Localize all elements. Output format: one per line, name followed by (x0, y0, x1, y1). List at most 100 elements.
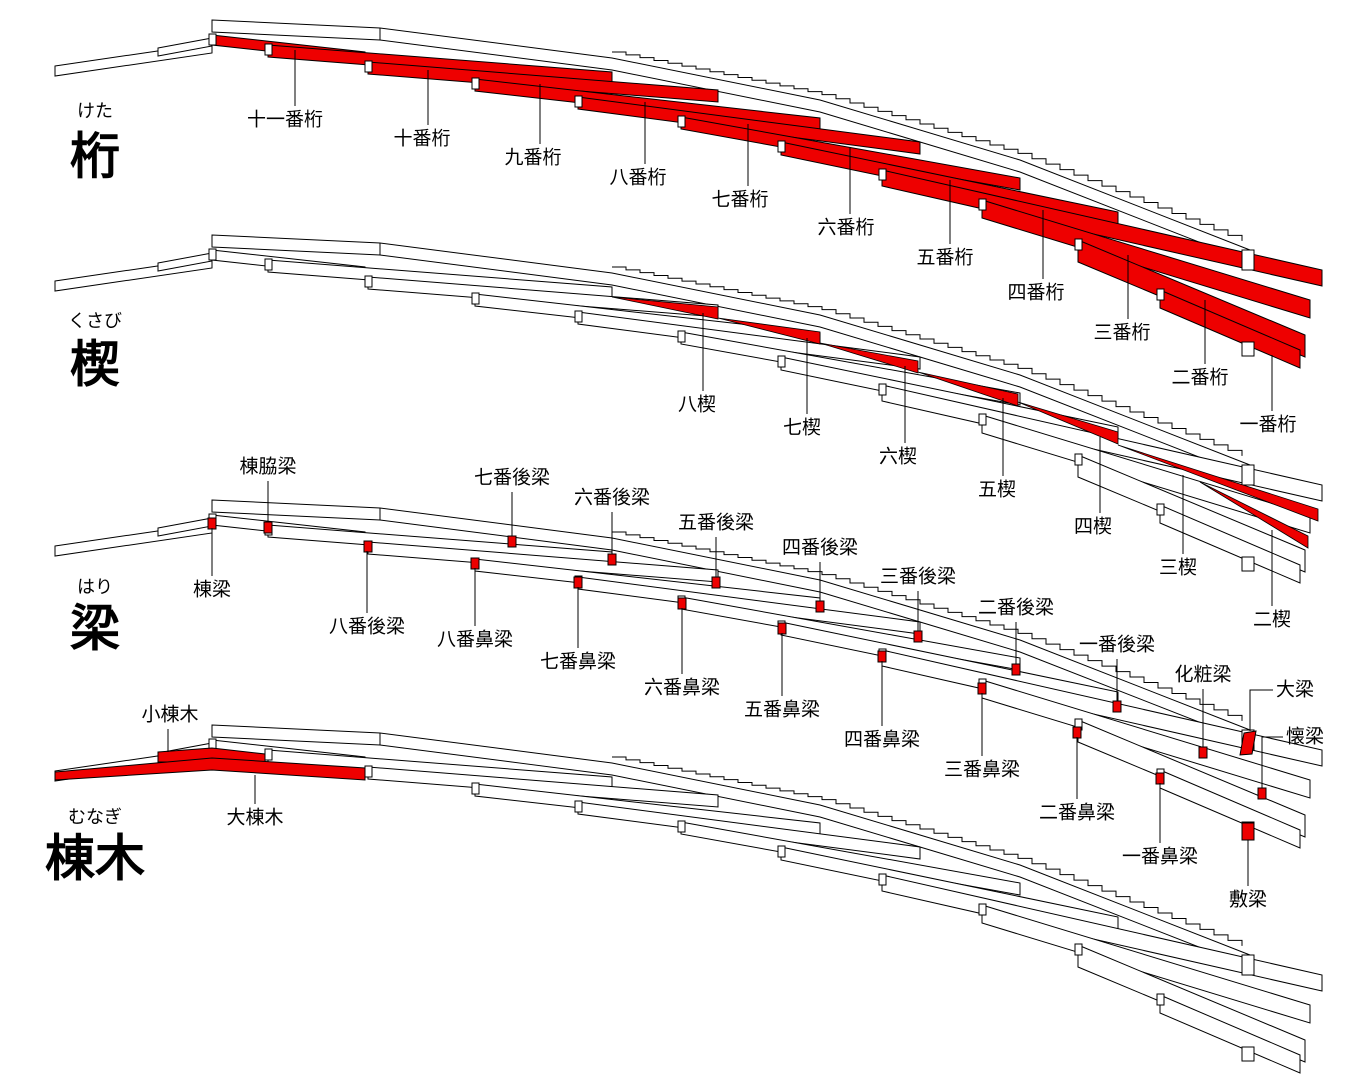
roof-steps (612, 756, 1243, 946)
part-label: 七楔 (783, 417, 821, 439)
part-label: 懐梁 (1286, 726, 1324, 748)
beam-block (1074, 238, 1083, 251)
roof-steps (612, 531, 1243, 721)
beam-block (1156, 288, 1165, 301)
eave-beam (157, 252, 213, 272)
part-label: 四番桁 (1007, 282, 1064, 304)
title-ruby: くさび (68, 311, 122, 332)
beam-block (677, 330, 686, 343)
wedge (611, 296, 719, 320)
beam-block (1156, 503, 1165, 516)
wedge (1117, 444, 1319, 522)
beam-end (815, 600, 825, 613)
title-ruby: むなぎ (68, 807, 122, 828)
beam-highlight (1159, 289, 1301, 369)
part-label: 六番後梁 (574, 487, 650, 509)
part-label: 八番桁 (609, 167, 666, 189)
beam-block (471, 77, 480, 90)
end-block (1241, 954, 1255, 976)
beam-end (470, 557, 480, 570)
part-label: 四楔 (1074, 516, 1112, 538)
beam-block (264, 258, 273, 271)
beam-block (878, 383, 887, 396)
beam (881, 874, 1323, 992)
beam-block (878, 168, 887, 181)
beam-end (777, 622, 787, 635)
beam-block (574, 800, 583, 813)
end-block (1241, 556, 1255, 572)
part-label: 小棟木 (141, 704, 198, 726)
beam-block (978, 903, 987, 916)
part-label: 六番鼻梁 (644, 677, 720, 699)
wedge (917, 371, 1019, 407)
wedge (717, 317, 821, 345)
beam-end (711, 576, 721, 589)
end-block (1241, 464, 1255, 486)
beam-block (471, 292, 480, 305)
part-label: 一番鼻梁 (1122, 846, 1198, 868)
part-label: 化粧梁 (1174, 664, 1231, 686)
beam-end (1112, 700, 1122, 713)
beam-highlight (981, 199, 1311, 319)
beam (981, 904, 1311, 1024)
part-label: 五番桁 (916, 247, 973, 269)
end-block (1241, 249, 1255, 271)
roof-steps (612, 51, 1243, 241)
beam-block (471, 782, 480, 795)
title-ruby: けた (77, 101, 113, 122)
title: 梁 (70, 600, 120, 658)
beam-end (207, 517, 217, 530)
part-label: 十番桁 (393, 128, 450, 150)
beam-block (574, 95, 583, 108)
eave-beam (157, 37, 213, 57)
part-label: 三番鼻梁 (944, 759, 1020, 781)
part-label: 敷梁 (1229, 889, 1267, 911)
beam (881, 384, 1323, 502)
part-label: 大棟木 (226, 807, 283, 829)
part-label: 五楔 (978, 479, 1016, 501)
beam-end (1072, 726, 1082, 739)
beam-end (1011, 663, 1021, 676)
beam-end (363, 540, 373, 553)
beam-block (978, 198, 987, 211)
part-label: 六番桁 (817, 217, 874, 239)
beam-end (1257, 787, 1267, 800)
beam-block (1156, 993, 1165, 1006)
title: 桁 (70, 128, 120, 186)
beam-end (877, 650, 887, 663)
beam-block (878, 873, 887, 886)
part-label: 一番桁 (1239, 414, 1296, 436)
beam-block (364, 275, 373, 288)
title: 楔 (70, 336, 120, 394)
part-label: 八楔 (678, 394, 716, 416)
beam-block (677, 115, 686, 128)
part-label: 一番後梁 (1079, 634, 1155, 656)
part-label: 三番桁 (1093, 322, 1150, 344)
beam (1159, 504, 1301, 584)
beam-end (1239, 730, 1257, 756)
wedge (819, 342, 919, 374)
part-label: 棟梁 (193, 579, 231, 601)
beam-block (1074, 943, 1083, 956)
roof-steps (612, 266, 1243, 456)
part-label: 三番後梁 (880, 566, 956, 588)
title: 棟木 (45, 830, 145, 888)
beam-block (978, 413, 987, 426)
end-block (1241, 341, 1255, 357)
beam (981, 414, 1311, 534)
part-label: 四番後梁 (782, 537, 858, 559)
beam-end (1241, 822, 1255, 841)
part-label: 七番桁 (711, 189, 768, 211)
part-label: 大梁 (1276, 679, 1314, 701)
part-label: 十一番桁 (247, 109, 323, 131)
beam-end (263, 521, 273, 534)
title-ruby: はり (77, 577, 113, 598)
part-label: 九番桁 (504, 147, 561, 169)
beam-block (777, 140, 786, 153)
beam-end (1155, 772, 1165, 785)
part-label: 七番鼻梁 (540, 651, 616, 673)
beam-end (1198, 746, 1208, 759)
part-label: 七番後梁 (474, 467, 550, 489)
end-block (1241, 1046, 1255, 1062)
